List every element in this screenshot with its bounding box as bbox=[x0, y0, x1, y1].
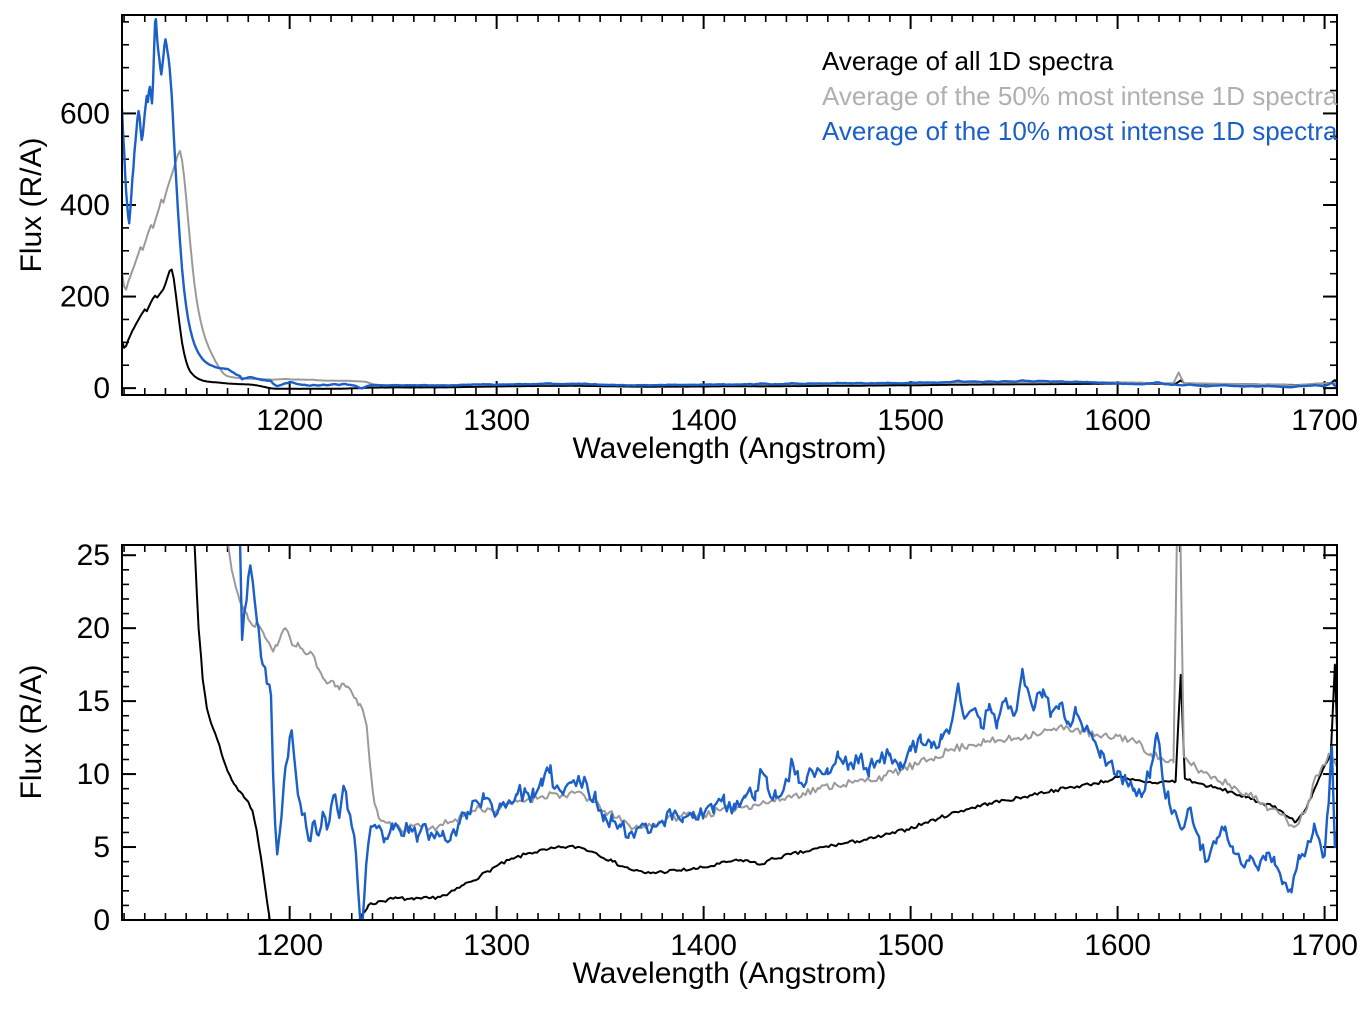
x-tick-label: 1600 bbox=[1084, 404, 1151, 437]
x-axis-title-top-panel: Wavelength (Angstrom) bbox=[572, 432, 887, 465]
y-axis-title-top-panel: Flux (R/A) bbox=[15, 137, 48, 273]
x-tick-label: 1200 bbox=[256, 929, 323, 962]
x-tick-label: 1700 bbox=[1291, 404, 1358, 437]
x-tick-label: 1200 bbox=[256, 404, 323, 437]
x-tick-label: 1400 bbox=[670, 404, 737, 437]
panel-1: 1200 1300 1400 1500 1600 1700 0 200 400 600 bbox=[60, 14, 1358, 437]
y-tick-label: 5 bbox=[93, 831, 110, 864]
y-tick-label: 15 bbox=[77, 685, 110, 718]
series-gray-curve bbox=[122, 150, 1337, 387]
y-tick-label: 20 bbox=[77, 612, 110, 645]
x-tick-label: 1500 bbox=[877, 404, 944, 437]
legend-item-10pct-spectra: Average of the 10% most intense 1D spect… bbox=[822, 116, 1338, 146]
x-tick-label: 1700 bbox=[1291, 929, 1358, 962]
y-tick-label: 0 bbox=[93, 904, 110, 937]
x-tick-label: 1400 bbox=[670, 929, 737, 962]
x-tick-label: 1300 bbox=[463, 404, 530, 437]
series-blue-curve bbox=[122, 17, 1337, 390]
y-tick-label: 400 bbox=[60, 189, 110, 222]
y-tick-label: 0 bbox=[93, 372, 110, 405]
x-tick-label: 1500 bbox=[877, 929, 944, 962]
y-axis-title-bottom-panel: Flux (R/A) bbox=[15, 664, 48, 800]
y-tick-label: 200 bbox=[60, 281, 110, 314]
series-gray-curve bbox=[227, 545, 1337, 834]
x-tick-label: 1300 bbox=[463, 929, 530, 962]
plot-frame bbox=[121, 14, 1338, 396]
panel-2: 1200 1300 1400 1500 1600 1700 0 5 10 15 20 25 bbox=[77, 539, 1358, 962]
y-tick-label: 25 bbox=[77, 539, 110, 572]
y-tick-label: 600 bbox=[60, 97, 110, 130]
x-axis-title-bottom-panel: Wavelength (Angstrom) bbox=[572, 957, 887, 990]
legend-item-all-spectra: Average of all 1D spectra bbox=[822, 46, 1114, 76]
series-blue-curve bbox=[238, 545, 1337, 920]
series-black-curve bbox=[122, 268, 1337, 390]
plot-frame bbox=[121, 544, 1338, 921]
series-black-curve bbox=[193, 545, 1337, 920]
legend-item-50pct-spectra: Average of the 50% most intense 1D spect… bbox=[822, 81, 1338, 111]
y-tick-label: 10 bbox=[77, 758, 110, 791]
legend: Average of all 1D spectra Average of the… bbox=[822, 44, 1337, 149]
x-tick-label: 1600 bbox=[1084, 929, 1151, 962]
